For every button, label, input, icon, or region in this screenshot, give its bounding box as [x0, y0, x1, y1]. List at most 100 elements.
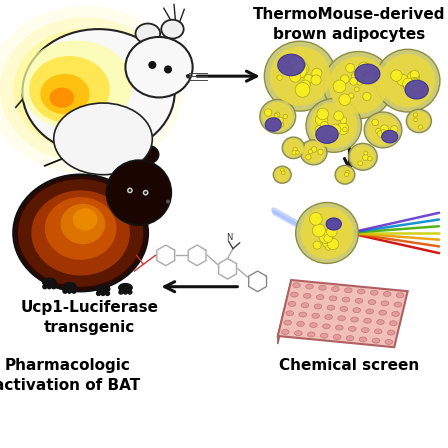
Ellipse shape [63, 283, 76, 291]
Ellipse shape [392, 311, 400, 316]
Circle shape [96, 291, 101, 296]
Ellipse shape [20, 40, 132, 130]
Circle shape [364, 151, 368, 155]
Circle shape [364, 72, 376, 84]
Circle shape [418, 125, 422, 129]
Circle shape [340, 117, 347, 124]
Circle shape [310, 212, 322, 225]
Ellipse shape [390, 321, 397, 326]
Ellipse shape [375, 329, 382, 334]
Ellipse shape [329, 296, 337, 301]
Ellipse shape [13, 175, 148, 291]
Circle shape [357, 78, 363, 85]
Ellipse shape [364, 318, 371, 323]
Circle shape [327, 220, 331, 224]
Ellipse shape [22, 29, 175, 155]
Circle shape [354, 87, 359, 92]
Circle shape [346, 64, 355, 73]
Ellipse shape [300, 140, 327, 165]
Circle shape [264, 109, 272, 116]
Ellipse shape [263, 102, 293, 131]
Circle shape [409, 78, 420, 88]
Ellipse shape [0, 17, 170, 162]
Circle shape [296, 151, 299, 154]
Ellipse shape [297, 321, 304, 326]
Circle shape [311, 75, 321, 85]
Ellipse shape [372, 338, 380, 343]
Ellipse shape [31, 190, 130, 276]
Ellipse shape [364, 112, 402, 148]
Circle shape [67, 289, 72, 294]
Circle shape [337, 123, 349, 135]
Circle shape [288, 57, 295, 65]
Polygon shape [278, 280, 408, 347]
Circle shape [278, 121, 284, 127]
Ellipse shape [119, 284, 132, 292]
Ellipse shape [382, 130, 398, 143]
Circle shape [400, 78, 408, 87]
Circle shape [105, 291, 110, 296]
Circle shape [334, 111, 344, 121]
Circle shape [403, 86, 407, 89]
Circle shape [291, 70, 299, 79]
Circle shape [292, 63, 307, 78]
Circle shape [412, 78, 418, 85]
Ellipse shape [381, 301, 389, 306]
Circle shape [100, 291, 106, 296]
Circle shape [368, 156, 372, 161]
Ellipse shape [29, 56, 110, 123]
Circle shape [289, 71, 301, 82]
Circle shape [358, 62, 370, 73]
Ellipse shape [260, 99, 296, 134]
Ellipse shape [405, 80, 428, 99]
Ellipse shape [366, 309, 374, 314]
Ellipse shape [307, 332, 315, 337]
Ellipse shape [137, 146, 159, 164]
Ellipse shape [288, 302, 296, 306]
Ellipse shape [336, 325, 343, 330]
Circle shape [340, 75, 349, 83]
Ellipse shape [338, 316, 345, 321]
Ellipse shape [18, 179, 143, 287]
Ellipse shape [299, 312, 306, 317]
Ellipse shape [301, 303, 309, 308]
Ellipse shape [113, 148, 136, 168]
Circle shape [414, 113, 418, 117]
Text: Pharmacologic
activation of BAT: Pharmacologic activation of BAT [0, 358, 140, 393]
Ellipse shape [355, 298, 363, 303]
Circle shape [311, 146, 317, 152]
Ellipse shape [349, 143, 377, 170]
Text: N: N [226, 233, 233, 241]
Ellipse shape [290, 292, 298, 297]
Ellipse shape [335, 165, 355, 184]
Ellipse shape [323, 324, 330, 329]
Circle shape [390, 125, 398, 133]
Ellipse shape [346, 336, 354, 340]
Circle shape [166, 199, 170, 203]
Ellipse shape [310, 323, 317, 327]
Circle shape [296, 63, 309, 75]
Circle shape [349, 93, 354, 98]
Circle shape [327, 238, 339, 250]
Circle shape [318, 149, 323, 155]
Circle shape [144, 191, 147, 194]
Circle shape [280, 168, 284, 172]
Circle shape [333, 80, 346, 93]
Circle shape [345, 172, 349, 177]
Ellipse shape [13, 29, 157, 151]
Ellipse shape [345, 288, 352, 293]
Circle shape [376, 129, 381, 134]
Ellipse shape [286, 311, 293, 316]
Ellipse shape [303, 293, 311, 298]
Ellipse shape [293, 283, 300, 288]
Ellipse shape [362, 327, 369, 332]
Ellipse shape [45, 197, 116, 260]
Ellipse shape [275, 168, 290, 182]
Circle shape [378, 130, 384, 138]
Circle shape [391, 70, 402, 81]
Ellipse shape [0, 6, 184, 173]
Ellipse shape [296, 202, 358, 263]
Ellipse shape [385, 340, 393, 345]
Ellipse shape [349, 327, 356, 332]
Ellipse shape [282, 137, 305, 159]
